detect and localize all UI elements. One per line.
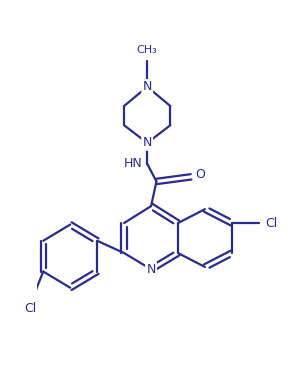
Text: Cl: Cl: [265, 216, 277, 229]
Text: CH₃: CH₃: [137, 45, 158, 55]
Text: Cl: Cl: [24, 302, 36, 315]
Text: N: N: [143, 80, 152, 93]
Text: HN: HN: [124, 157, 143, 170]
Text: N: N: [143, 137, 152, 149]
Text: N: N: [146, 263, 156, 276]
Text: O: O: [195, 168, 205, 181]
